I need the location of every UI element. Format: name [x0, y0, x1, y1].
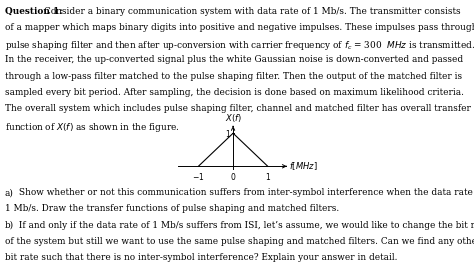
Text: In the receiver, the up-converted signal plus the white Gaussian noise is down-c: In the receiver, the up-converted signal… — [5, 55, 463, 64]
Text: $f[MHz]$: $f[MHz]$ — [289, 160, 317, 172]
Text: pulse shaping filter and then after up-conversion with carrier frequency of $f_c: pulse shaping filter and then after up-c… — [5, 39, 474, 52]
Text: of a mapper which maps binary digits into positive and negative impulses. These : of a mapper which maps binary digits int… — [5, 23, 474, 32]
Text: $0$: $0$ — [230, 171, 236, 182]
Text: The overall system which includes pulse shaping filter, channel and matched filt: The overall system which includes pulse … — [5, 104, 471, 113]
Text: Consider a binary communication system with data rate of 1 Mb/s. The transmitter: Consider a binary communication system w… — [44, 7, 460, 16]
Text: a): a) — [5, 188, 14, 197]
Text: 1 Mb/s. Draw the transfer functions of pulse shaping and matched filters.: 1 Mb/s. Draw the transfer functions of p… — [5, 204, 339, 213]
Text: $1$: $1$ — [225, 128, 231, 139]
Text: $1$: $1$ — [264, 171, 271, 182]
Text: bit rate such that there is no inter-symbol interference? Explain your answer in: bit rate such that there is no inter-sym… — [5, 253, 397, 262]
Text: If and only if the data rate of 1 Mb/s suffers from ISI, let’s assume, we would : If and only if the data rate of 1 Mb/s s… — [16, 221, 474, 230]
Text: through a low-pass filter matched to the pulse shaping filter. Then the output o: through a low-pass filter matched to the… — [5, 72, 462, 81]
Text: $X(f)$: $X(f)$ — [225, 112, 241, 124]
Text: Show whether or not this communication suffers from inter-symbol interference wh: Show whether or not this communication s… — [16, 188, 474, 197]
Text: of the system but still we want to use the same pulse shaping and matched filter: of the system but still we want to use t… — [5, 237, 474, 246]
Text: sampled every bit period. After sampling, the decision is done based on maximum : sampled every bit period. After sampling… — [5, 88, 464, 97]
Text: b): b) — [5, 221, 14, 230]
Text: $-1$: $-1$ — [192, 171, 205, 182]
Text: function of $X(f)$ as shown in the figure.: function of $X(f)$ as shown in the figur… — [5, 121, 179, 134]
Text: Question 1:: Question 1: — [5, 7, 63, 16]
